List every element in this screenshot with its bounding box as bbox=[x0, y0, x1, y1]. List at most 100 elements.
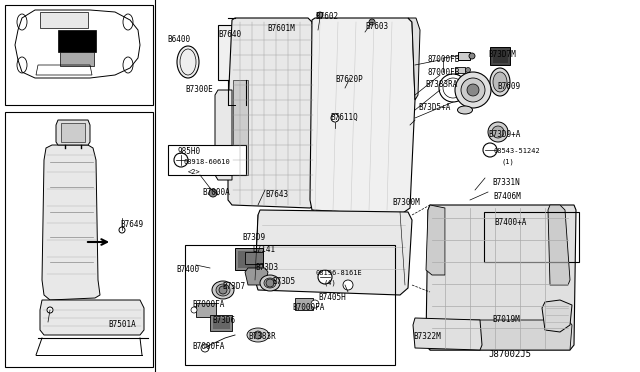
Text: B73D5: B73D5 bbox=[272, 277, 295, 286]
Text: B7141: B7141 bbox=[252, 245, 275, 254]
Bar bbox=[218, 25, 256, 80]
Polygon shape bbox=[61, 123, 85, 142]
Text: B73D7M: B73D7M bbox=[488, 50, 516, 59]
Polygon shape bbox=[310, 18, 415, 215]
Text: <2>: <2> bbox=[188, 169, 201, 175]
Circle shape bbox=[191, 307, 197, 313]
Text: 08543-51242: 08543-51242 bbox=[494, 148, 541, 154]
Ellipse shape bbox=[247, 328, 269, 342]
Text: B7501A: B7501A bbox=[108, 320, 136, 329]
Circle shape bbox=[461, 78, 485, 102]
Polygon shape bbox=[426, 205, 445, 275]
Text: B7649: B7649 bbox=[120, 220, 143, 229]
Text: B73D3: B73D3 bbox=[255, 263, 278, 272]
Circle shape bbox=[311, 300, 319, 308]
Text: B7383R: B7383R bbox=[248, 332, 276, 341]
Text: B7000FA: B7000FA bbox=[292, 303, 324, 312]
Bar bbox=[458, 52, 470, 60]
Bar bbox=[196, 303, 216, 317]
Ellipse shape bbox=[260, 275, 280, 291]
Text: B7383RA: B7383RA bbox=[425, 80, 458, 89]
Polygon shape bbox=[548, 205, 570, 285]
Text: B7400: B7400 bbox=[176, 265, 199, 274]
Text: B7300M: B7300M bbox=[392, 198, 420, 207]
Text: B7019M: B7019M bbox=[492, 315, 520, 324]
Polygon shape bbox=[426, 205, 576, 350]
Polygon shape bbox=[408, 18, 420, 100]
Ellipse shape bbox=[212, 281, 234, 299]
Text: B7611Q: B7611Q bbox=[330, 113, 358, 122]
Text: (4): (4) bbox=[324, 280, 337, 286]
Circle shape bbox=[174, 153, 188, 167]
Text: B7640: B7640 bbox=[218, 30, 241, 39]
Text: B7331N: B7331N bbox=[492, 178, 520, 187]
Circle shape bbox=[369, 19, 375, 25]
Text: B7300E: B7300E bbox=[185, 85, 212, 94]
Polygon shape bbox=[413, 318, 482, 350]
Text: B7406M: B7406M bbox=[493, 192, 521, 201]
Text: B7322M: B7322M bbox=[413, 332, 441, 341]
Bar bbox=[185, 245, 395, 365]
Bar bbox=[237, 250, 261, 268]
Text: B7602: B7602 bbox=[315, 12, 338, 21]
Bar bbox=[210, 315, 232, 331]
Circle shape bbox=[343, 280, 353, 290]
Ellipse shape bbox=[493, 72, 507, 92]
Ellipse shape bbox=[458, 106, 472, 114]
Bar bbox=[5, 112, 153, 367]
Text: B7000FA: B7000FA bbox=[192, 342, 225, 351]
Text: B7405H: B7405H bbox=[318, 293, 346, 302]
Ellipse shape bbox=[177, 46, 199, 78]
Polygon shape bbox=[40, 300, 144, 335]
Bar bbox=[245, 252, 263, 264]
Circle shape bbox=[209, 189, 217, 197]
Polygon shape bbox=[56, 120, 90, 145]
Polygon shape bbox=[228, 18, 318, 208]
Bar bbox=[492, 49, 508, 63]
Ellipse shape bbox=[490, 68, 510, 96]
Text: J87002J5: J87002J5 bbox=[488, 350, 531, 359]
Bar bbox=[235, 248, 263, 270]
Circle shape bbox=[469, 53, 475, 59]
Circle shape bbox=[254, 331, 262, 339]
Text: B7601M: B7601M bbox=[267, 24, 295, 33]
Circle shape bbox=[483, 143, 497, 157]
Ellipse shape bbox=[264, 278, 276, 288]
Bar bbox=[60, 52, 94, 66]
Text: (1): (1) bbox=[502, 158, 515, 164]
Text: B73D5+A: B73D5+A bbox=[418, 103, 451, 112]
Text: B7643: B7643 bbox=[265, 190, 288, 199]
Polygon shape bbox=[215, 90, 232, 180]
Polygon shape bbox=[542, 300, 572, 332]
Text: B7400+A: B7400+A bbox=[494, 218, 526, 227]
Circle shape bbox=[331, 114, 339, 122]
Bar bbox=[168, 145, 246, 175]
Polygon shape bbox=[233, 80, 248, 175]
Text: 08196-8161E: 08196-8161E bbox=[316, 270, 363, 276]
Bar bbox=[295, 298, 313, 310]
Polygon shape bbox=[245, 268, 268, 285]
Bar bbox=[490, 47, 510, 65]
Text: B73D6: B73D6 bbox=[212, 316, 235, 325]
Text: 08918-60610: 08918-60610 bbox=[184, 159, 231, 165]
Polygon shape bbox=[428, 320, 572, 350]
Circle shape bbox=[119, 227, 125, 233]
Polygon shape bbox=[42, 145, 100, 300]
Text: B7609: B7609 bbox=[497, 82, 520, 91]
Text: 87000FB: 87000FB bbox=[428, 55, 460, 64]
Text: B7620P: B7620P bbox=[335, 75, 363, 84]
Circle shape bbox=[492, 126, 504, 138]
Circle shape bbox=[318, 270, 332, 284]
Bar bbox=[484, 212, 579, 262]
Text: 985H0: 985H0 bbox=[178, 147, 201, 156]
Text: 87000FB: 87000FB bbox=[428, 68, 460, 77]
Text: B73D9: B73D9 bbox=[242, 233, 265, 242]
Polygon shape bbox=[40, 12, 88, 28]
Text: B73D9+A: B73D9+A bbox=[488, 130, 520, 139]
Circle shape bbox=[317, 12, 323, 18]
Circle shape bbox=[465, 67, 470, 73]
Circle shape bbox=[47, 307, 53, 313]
Bar bbox=[455, 67, 465, 73]
Circle shape bbox=[201, 344, 209, 352]
Circle shape bbox=[467, 84, 479, 96]
